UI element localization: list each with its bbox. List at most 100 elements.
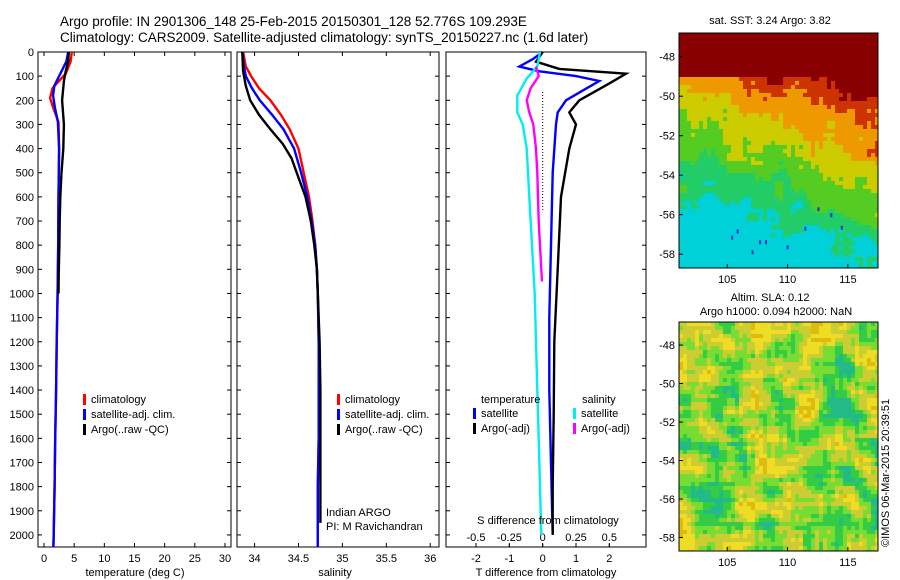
panel-sst-cell bbox=[875, 237, 878, 241]
panel-sst-cell bbox=[843, 217, 847, 221]
panel-sst-cell bbox=[799, 201, 803, 205]
panel-sst-cell bbox=[827, 241, 831, 245]
panel-sst-cell bbox=[799, 217, 803, 221]
panel-sst-cell bbox=[719, 169, 723, 173]
panel-sst-cell bbox=[691, 217, 695, 221]
panel-sla-cell bbox=[759, 326, 763, 330]
panel-sla-cell bbox=[807, 406, 811, 410]
panel-sst-cell bbox=[811, 101, 815, 105]
panel-sst-cell bbox=[811, 201, 815, 205]
panel-sst-cell bbox=[747, 101, 751, 105]
panel-sla-cell bbox=[755, 446, 759, 450]
panel-sla-cell bbox=[863, 322, 867, 326]
panel-sst-cell bbox=[827, 65, 831, 69]
panel-sla-cell bbox=[775, 378, 779, 382]
panel-sst-cell bbox=[735, 233, 739, 237]
panel-sla-cell bbox=[695, 338, 699, 342]
panel-sst-cell bbox=[803, 181, 807, 185]
panel-sst-cell bbox=[839, 73, 843, 77]
panel-sla-cell bbox=[707, 354, 711, 358]
panel-sst-cell bbox=[867, 45, 871, 49]
panel-sla-cell bbox=[691, 458, 695, 462]
panel-sst-cell bbox=[831, 193, 835, 197]
panel-sla-cell bbox=[707, 366, 711, 370]
panel-sst-cell bbox=[743, 225, 747, 229]
panel-sst-cell bbox=[811, 197, 815, 201]
panel-sla-cell bbox=[803, 414, 807, 418]
panel-sla-cell bbox=[823, 326, 827, 330]
panel-sst-cell bbox=[715, 189, 719, 193]
panel-sst-cell bbox=[783, 185, 787, 189]
panel-sst-cell bbox=[831, 49, 835, 53]
panel-sst-cell bbox=[815, 205, 819, 209]
panel-sst-cell bbox=[763, 233, 767, 237]
panel-sst-cell bbox=[767, 229, 771, 233]
panel-sst-cell bbox=[795, 85, 799, 89]
panel-sla-cell bbox=[739, 454, 743, 458]
panel-sla-cell bbox=[751, 454, 755, 458]
panel-sst-cell bbox=[679, 77, 683, 81]
panel-sst-cell bbox=[727, 89, 731, 93]
panel-sst-cell bbox=[715, 85, 719, 89]
panel-sla-cell bbox=[699, 422, 703, 426]
panel-sst-cell bbox=[775, 217, 779, 221]
panel-sst-cell bbox=[691, 121, 695, 125]
panel-sla-cell bbox=[803, 378, 807, 382]
panel-sla-cell bbox=[755, 354, 759, 358]
panel-sst-cell bbox=[747, 77, 751, 81]
panel-sla-cell bbox=[811, 370, 815, 374]
panel-sla-cell bbox=[775, 458, 779, 462]
panel-sst-cell bbox=[839, 69, 843, 73]
panel-sst-cell bbox=[747, 233, 751, 237]
panel-sla-cell bbox=[703, 370, 707, 374]
panel-sst-cell bbox=[735, 109, 739, 113]
panel-sst-cell bbox=[775, 173, 779, 177]
panel-sst-cell bbox=[683, 49, 687, 53]
panel-sst-cell bbox=[815, 241, 819, 245]
panel-sst-cell bbox=[847, 193, 851, 197]
panel-sst-cell bbox=[787, 169, 791, 173]
panel-sst-cell bbox=[695, 177, 699, 181]
panel-sla-cell bbox=[863, 374, 867, 378]
panel-sla-cell bbox=[775, 442, 779, 446]
panel-sst-cell bbox=[679, 201, 683, 205]
panel-sla-cell bbox=[791, 430, 795, 434]
panel-sla-cell bbox=[771, 338, 775, 342]
panel-sst-cell bbox=[723, 137, 727, 141]
panel-sla-cell bbox=[847, 358, 851, 362]
panel-sla-cell bbox=[759, 450, 763, 454]
panel-sst-cell bbox=[831, 145, 835, 149]
panel-sst-cell bbox=[743, 257, 747, 261]
panel-sst-cell bbox=[771, 161, 775, 165]
panel-sla-cell bbox=[835, 438, 839, 442]
panel-sla-cell bbox=[839, 442, 843, 446]
panel-sst-cell bbox=[755, 125, 759, 129]
panel-sst-cell bbox=[827, 201, 831, 205]
panel-sla-cell bbox=[715, 374, 719, 378]
panel-sla-cell bbox=[739, 394, 743, 398]
panel-sla-cell bbox=[871, 374, 875, 378]
panel-sla-cell bbox=[731, 378, 735, 382]
panel-sst-cell bbox=[851, 129, 855, 133]
panel-sst-cell bbox=[763, 93, 767, 97]
panel-sst-cell bbox=[811, 189, 815, 193]
panel-sst-cell bbox=[767, 41, 771, 45]
panel-sla-cell bbox=[755, 394, 759, 398]
panel-sst-cell bbox=[727, 257, 731, 261]
panel-sla-cell bbox=[735, 374, 739, 378]
panel-sst-cell bbox=[815, 229, 819, 233]
panel-sst-cell bbox=[687, 149, 691, 153]
panel-sla-cell bbox=[755, 358, 759, 362]
panel-sla-cell bbox=[835, 386, 839, 390]
panel-sst-cell bbox=[875, 117, 878, 121]
panel-sst-cell bbox=[731, 229, 735, 233]
panel-sla-cell bbox=[811, 322, 815, 326]
panel-sst-cell bbox=[839, 165, 843, 169]
panel-sla-cell bbox=[703, 422, 707, 426]
panel-sla-cell bbox=[787, 402, 791, 406]
panel-sst-cell bbox=[827, 117, 831, 121]
panel-sst-cell bbox=[867, 77, 871, 81]
panel-sla-cell bbox=[759, 418, 763, 422]
panel-sst-cell bbox=[751, 69, 755, 73]
panel-sst-cell bbox=[779, 93, 783, 97]
